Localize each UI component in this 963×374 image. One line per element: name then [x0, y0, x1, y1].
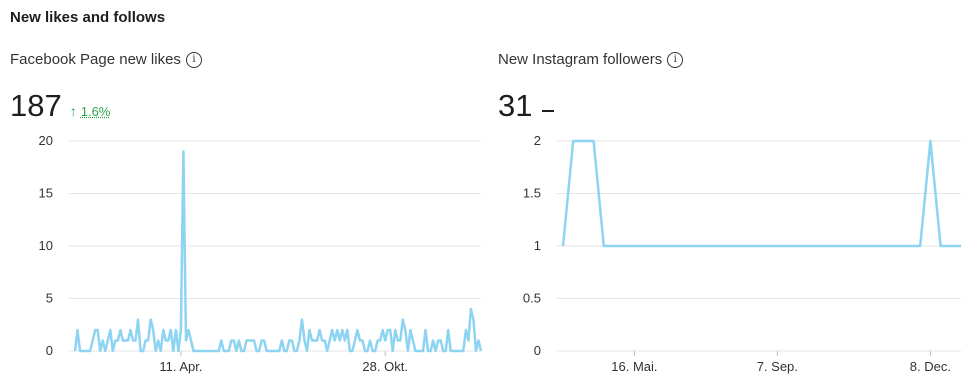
facebook-likes-title-text: Facebook Page new likes: [10, 51, 181, 68]
instagram-followers-value-row: 31: [498, 88, 555, 124]
facebook-likes-value-row: 187 ↑ 1.6%: [10, 88, 110, 124]
flat-trend-icon: [542, 110, 555, 112]
arrow-up-icon: ↑: [69, 103, 77, 119]
y-tick-label: 1: [534, 238, 541, 253]
y-tick-label: 2: [534, 133, 541, 148]
x-tick-label: 11. Apr.: [159, 359, 202, 374]
instagram-followers-value: 31: [498, 88, 533, 123]
y-tick-label: 0: [534, 343, 541, 358]
y-tick-label: 15: [39, 186, 53, 201]
y-tick-label: 5: [46, 291, 53, 306]
series-line[interactable]: [561, 139, 961, 248]
y-tick-label: 0: [46, 343, 53, 358]
section-title: New likes and follows: [10, 9, 166, 26]
info-circle-icon[interactable]: i: [185, 51, 202, 68]
facebook-likes-trend[interactable]: ↑ 1.6%: [70, 103, 111, 119]
x-tick-label: 7. Sep.: [757, 359, 798, 374]
series-line[interactable]: [73, 150, 483, 353]
facebook-likes-trend-percent: 1.6%: [80, 104, 111, 119]
instagram-followers-title: New Instagram followers i: [498, 51, 684, 68]
instagram-followers-panel: New Instagram followers i 31 0 0.5 1 1.5 2 16…: [490, 0, 963, 374]
facebook-likes-panel: Facebook Page new likes i 187 ↑ 1.6% 0 5 1…: [0, 0, 490, 374]
facebook-likes-chart[interactable]: 0 5 10 15 20 11. Apr. 28. Okt.: [0, 0, 490, 374]
x-tick-label: 8. Dec.: [910, 359, 951, 374]
facebook-likes-value: 187: [10, 88, 62, 123]
y-tick-label: 1.5: [523, 186, 541, 201]
y-tick-label: 20: [39, 133, 53, 148]
y-tick-label: 0.5: [523, 291, 541, 306]
facebook-likes-title: Facebook Page new likes i: [10, 51, 202, 68]
info-circle-icon[interactable]: i: [667, 51, 684, 68]
x-tick-label: 16. Mai.: [611, 359, 657, 374]
x-tick-label: 28. Okt.: [362, 359, 408, 374]
instagram-followers-title-text: New Instagram followers: [498, 51, 663, 68]
instagram-followers-chart[interactable]: 0 0.5 1 1.5 2 16. Mai. 7. Sep. 8. Dec.: [490, 0, 963, 374]
y-tick-label: 10: [39, 238, 53, 253]
